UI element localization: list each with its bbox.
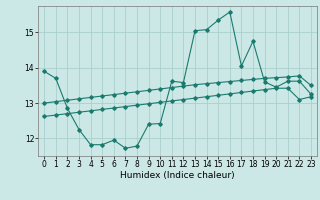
X-axis label: Humidex (Indice chaleur): Humidex (Indice chaleur) bbox=[120, 171, 235, 180]
